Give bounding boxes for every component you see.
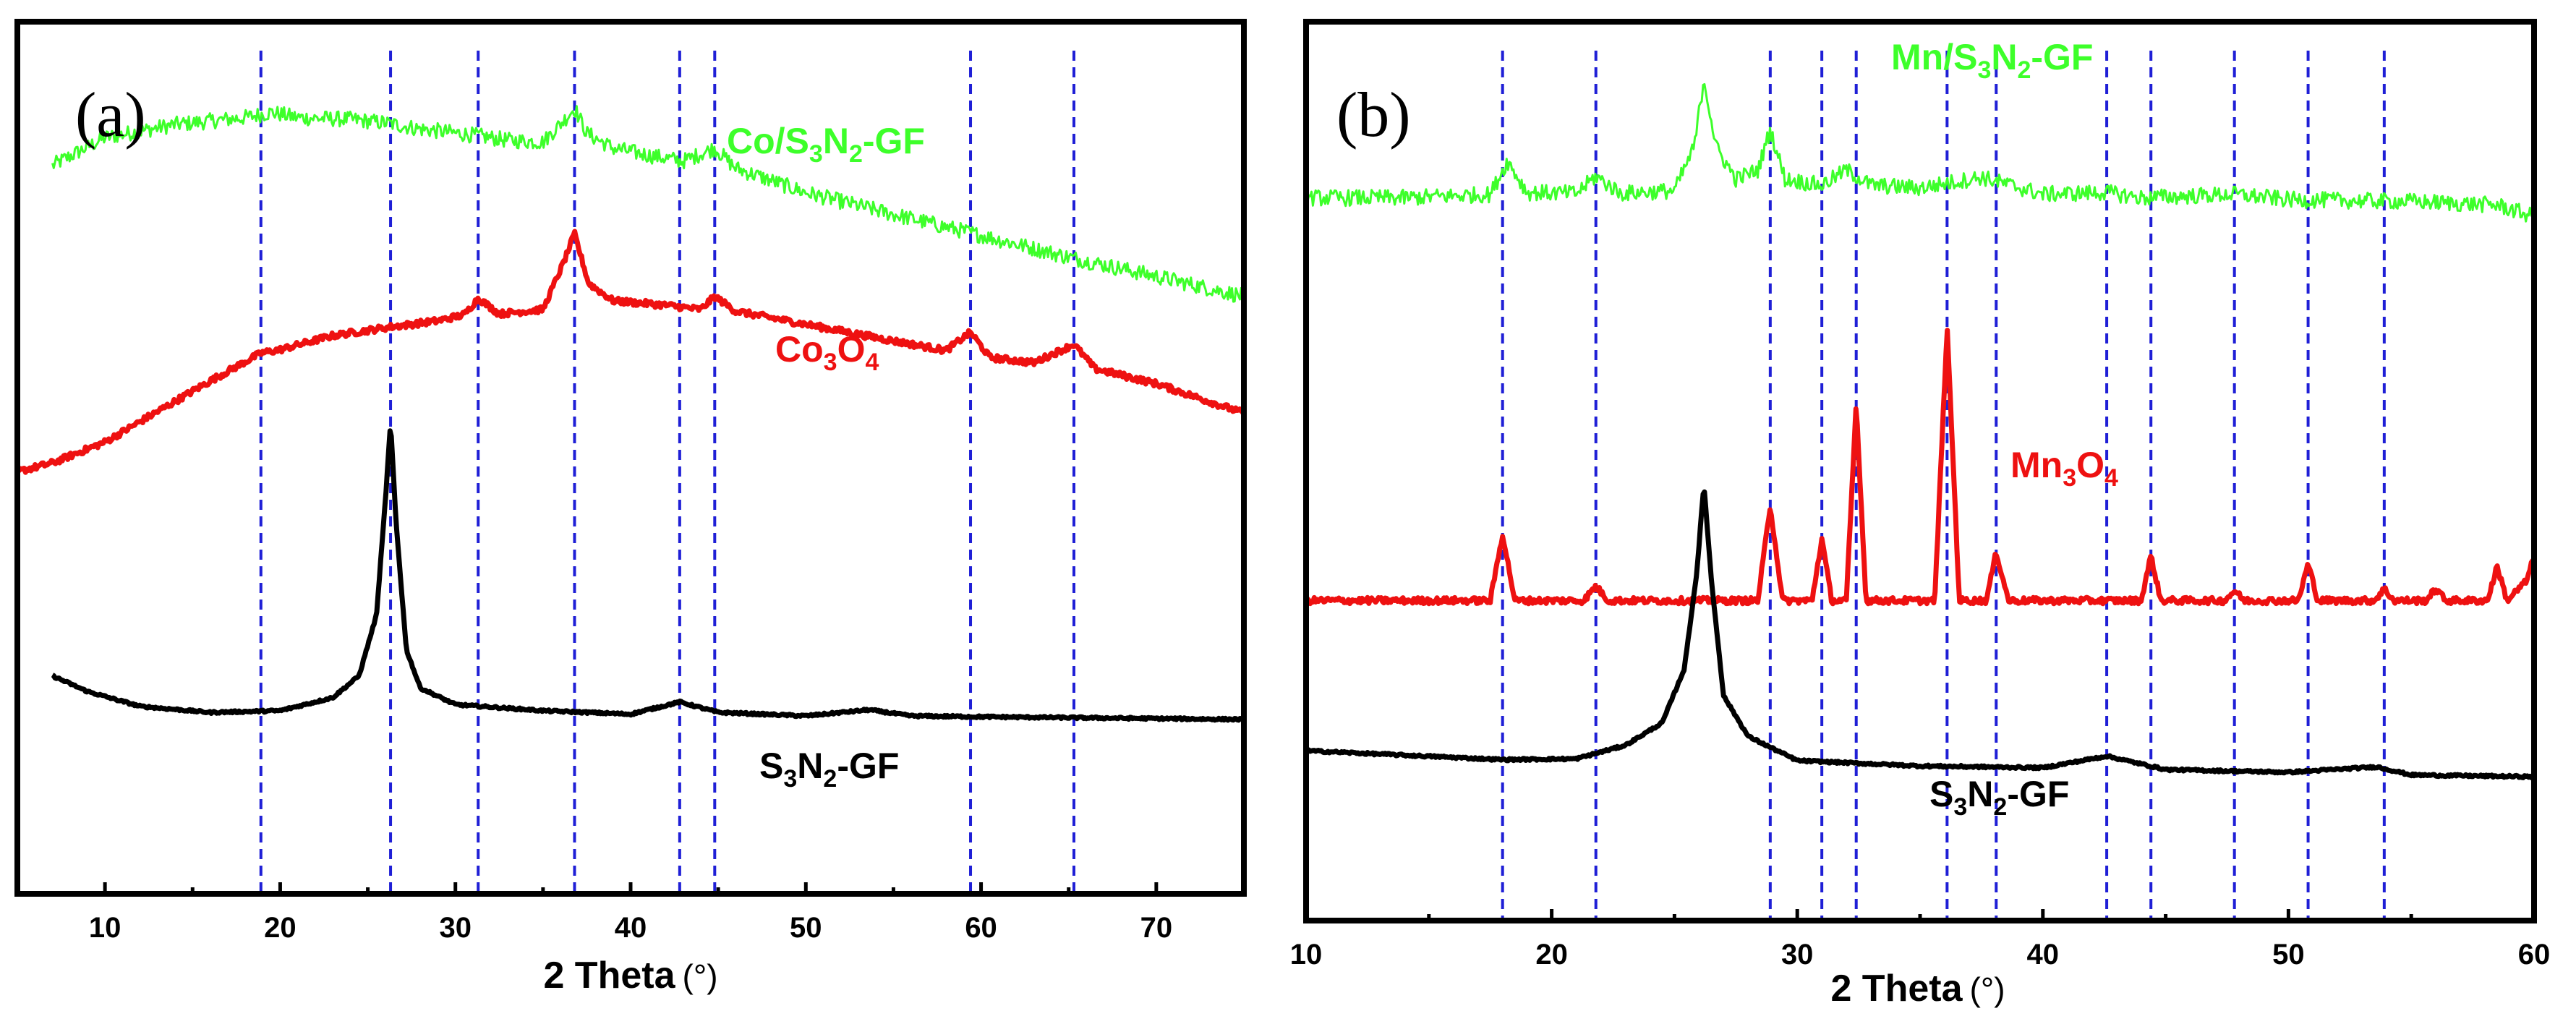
label-part: N [797,746,823,786]
label-part: Co [775,329,824,370]
panel-a-series-label-co3o4: Co3O4 [775,329,879,376]
panel-a-reference-lines [259,51,1075,894]
label-part: Co/S [727,121,809,161]
x-tick-label: 30 [1781,939,1814,970]
label-subscript: 3 [783,765,797,793]
panel-a-x-ticks: 10 20 30 40 50 60 70 [89,882,1172,944]
x-tick-label: 50 [790,912,822,944]
label-part: N [823,121,849,161]
panel-b-x-ticks: 10 20 30 40 50 60 [1290,909,2551,970]
label-subscript: 4 [865,349,879,376]
axis-title-text: 2 Theta [1830,968,1963,1010]
axis-title-text: 2 Theta [543,955,675,997]
panel-b-label: (b) [1336,80,1411,150]
label-part: -GF [837,746,899,786]
label-part: O [2076,445,2104,485]
panel-b-series-label-mn-s3n2-gf: Mn/S3N2-GF [1891,37,2093,84]
label-subscript: 3 [824,349,837,376]
label-subscript: 3 [2063,464,2076,492]
label-part: O [837,329,866,370]
panel-a-series-label-co-s3n2-gf: Co/S3N2-GF [727,121,925,168]
label-subscript: 2 [849,140,863,168]
series-line-bottom [51,428,1245,723]
x-tick-label: 70 [1140,912,1173,944]
panel-b-series-label-mn3o4: Mn3O4 [2010,445,2118,492]
panel-a-x-axis-title: 2 Theta (°) [543,955,717,997]
label-subscript: 4 [2104,464,2118,492]
label-subscript: 2 [823,765,837,793]
x-tick-label: 60 [965,912,997,944]
axis-title-unit: (°) [683,957,718,995]
label-part: Mn [2010,445,2063,485]
x-tick-label: 20 [1535,939,1568,970]
panel-b-series-label-s3n2-gf: S3N2-GF [1929,774,2069,821]
x-tick-label: 30 [439,912,472,944]
x-tick-label: 60 [2518,939,2551,970]
label-subscript: 2 [2017,56,2031,84]
x-tick-label: 20 [264,912,297,944]
x-tick-label: 10 [1290,939,1323,970]
label-subscript: 3 [1977,56,1991,84]
panel-a-label: (a) [75,80,146,150]
label-part: -GF [2031,37,2093,77]
panel-b-x-axis-title: 2 Theta (°) [1830,968,2005,1010]
label-part: S [1929,774,1953,814]
panel-a-series-label-s3n2-gf: S3N2-GF [759,746,899,793]
label-part: N [1991,37,2017,77]
label-part: -GF [2007,774,2069,814]
label-subscript: 3 [809,140,823,168]
x-tick-label: 40 [2027,939,2060,970]
series-line-middle [15,229,1247,475]
label-part: Mn/S [1891,37,1977,77]
panel-a-plot: 10 20 30 40 50 60 70 (a) Co/S3N2-GF Co3O4 S3N2… [14,19,1247,997]
label-part: -GF [863,121,925,161]
label-part: N [1967,774,1993,814]
panel-a-frame [14,19,1247,897]
panel-b-plot: 10 20 30 40 50 60 (b) Mn/S3N2-GF Mn3O4 S3N2-G… [1290,19,2551,1010]
series-line-bottom [1305,489,2536,780]
panel-b-series [1305,83,2536,780]
label-subscript: 2 [1993,793,2007,821]
label-subscript: 3 [1953,793,1967,821]
panel-b-reference-lines [1501,51,2386,921]
series-line-middle [1305,328,2536,607]
x-tick-label: 50 [2272,939,2305,970]
axis-title-unit: (°) [1970,970,2005,1008]
panel-b-frame [1303,19,2537,923]
x-tick-label: 40 [615,912,647,944]
x-tick-label: 10 [89,912,121,944]
panel-a-series [15,105,1247,723]
series-line-top [1305,83,2536,223]
series-line-top [51,105,1245,303]
label-part: S [759,746,783,786]
